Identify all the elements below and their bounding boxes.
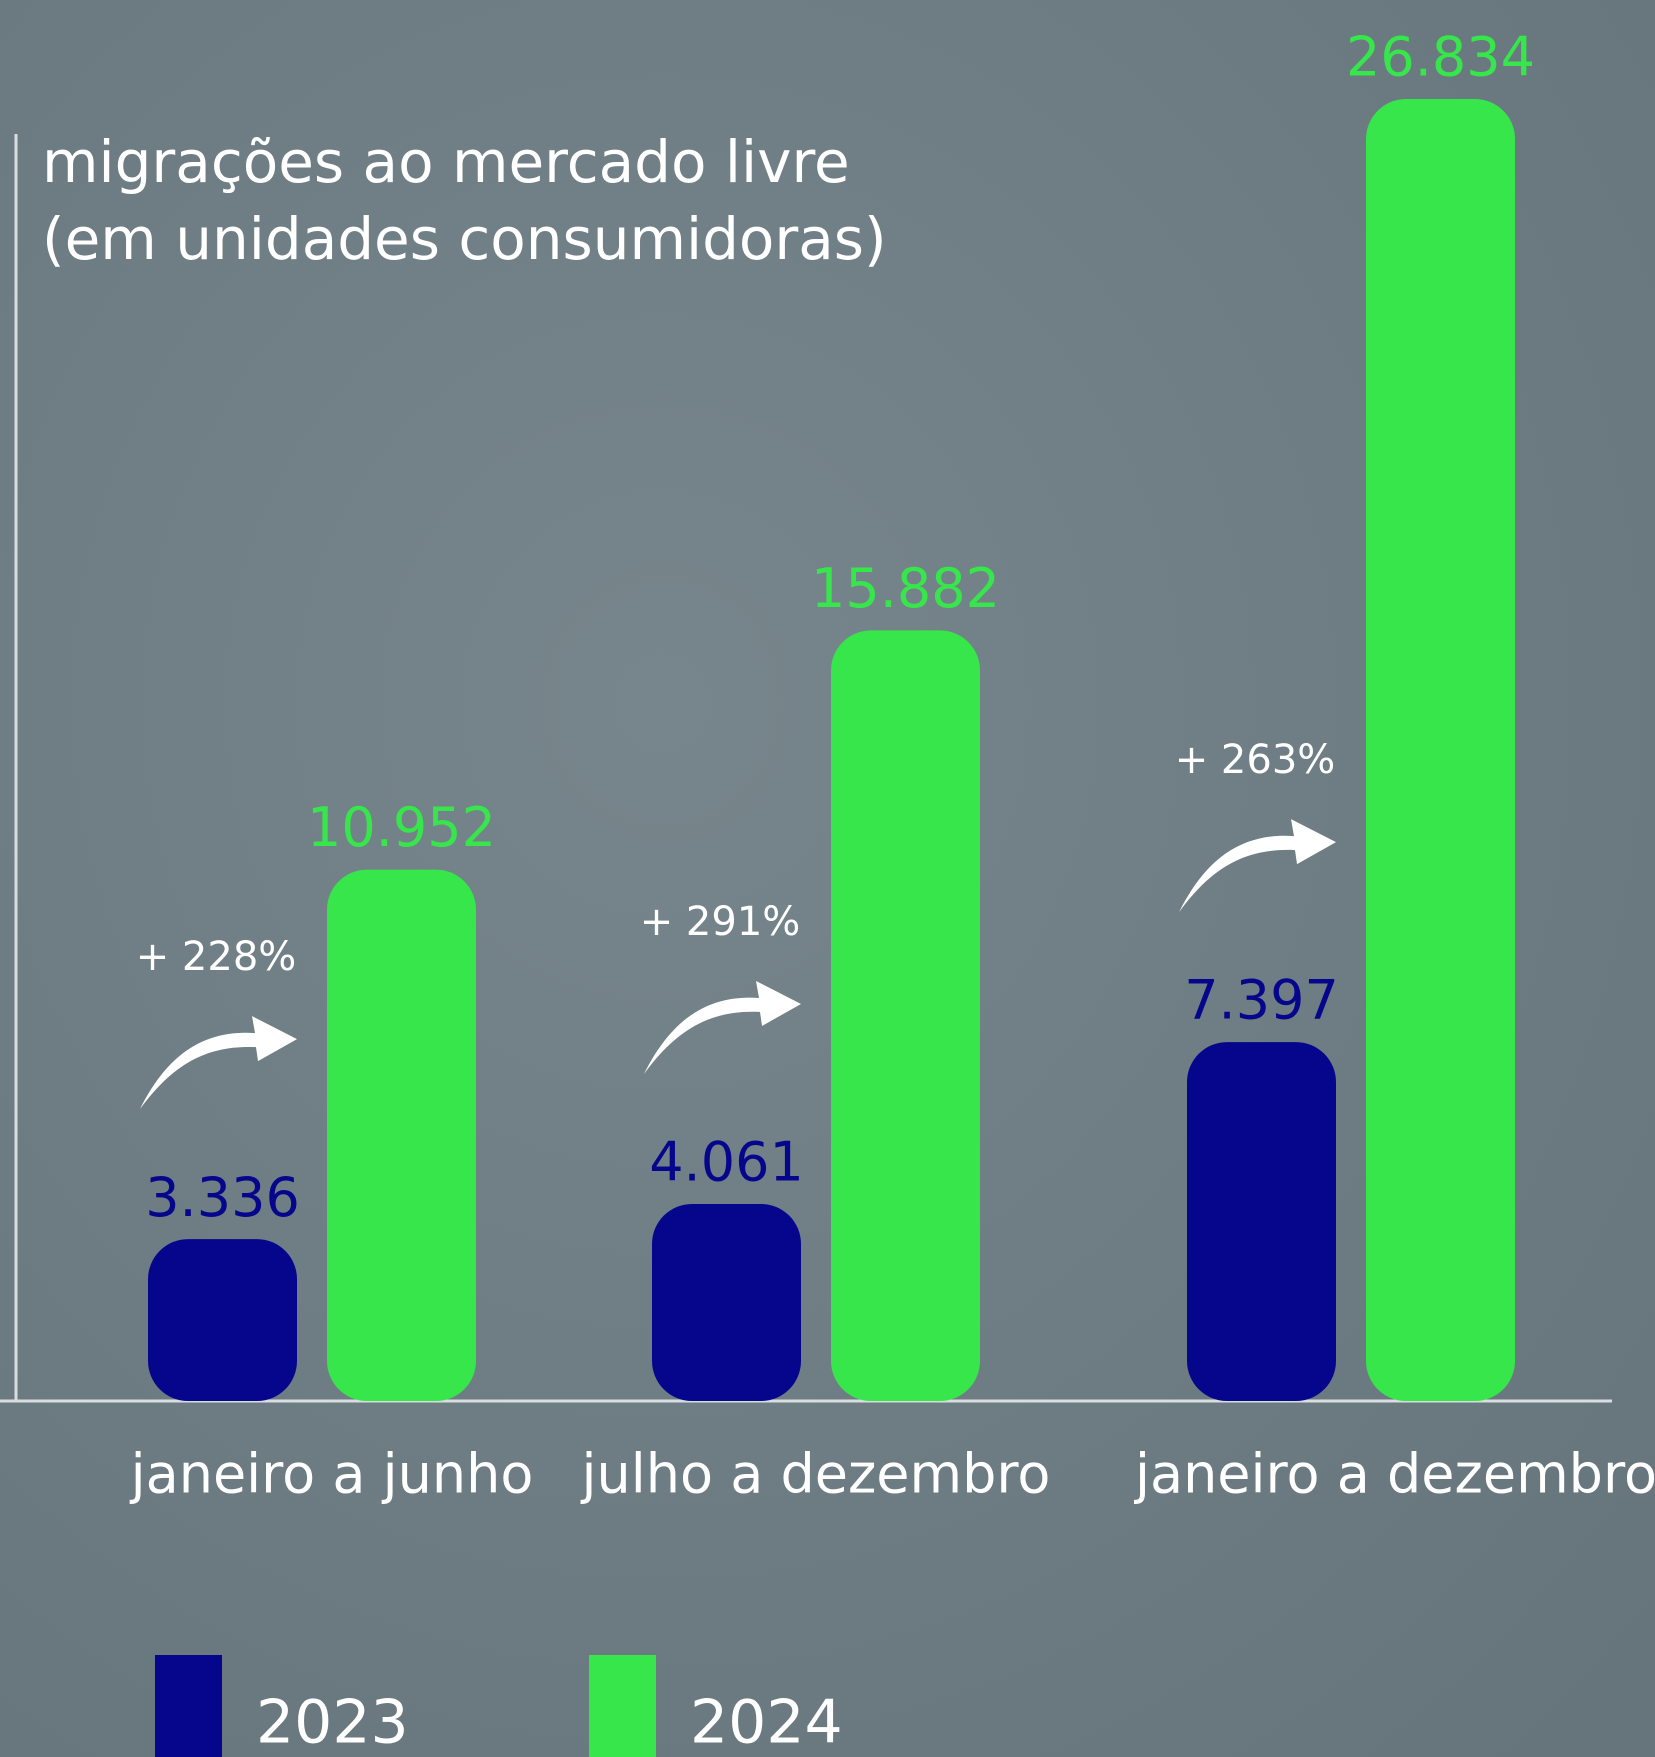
value-label: 4.061 xyxy=(649,1131,804,1194)
legend-label: 2023 xyxy=(256,1688,409,1757)
bar xyxy=(327,870,476,1401)
legend-swatch xyxy=(155,1655,222,1757)
value-label: 26.834 xyxy=(1346,26,1535,89)
annotation: + 291% xyxy=(640,899,801,945)
bar xyxy=(148,1239,297,1401)
chart-title: migrações ao mercado livre xyxy=(42,128,850,196)
bar xyxy=(831,630,980,1401)
chart: migrações ao mercado livre (em unidades … xyxy=(0,0,1655,1757)
page: migrações ao mercado livre (em unidades … xyxy=(0,0,1655,1757)
bar xyxy=(1187,1042,1336,1401)
x-tick-label: julho a dezembro xyxy=(581,1443,1051,1506)
x-tick-label: janeiro a dezembro xyxy=(1134,1443,1655,1506)
annotation: + 263% xyxy=(1175,737,1336,783)
value-label: 10.952 xyxy=(307,796,496,859)
value-label: 15.882 xyxy=(811,557,1000,620)
value-label: 3.336 xyxy=(145,1166,300,1229)
annotation: + 228% xyxy=(136,934,297,980)
legend-label: 2024 xyxy=(690,1688,843,1757)
x-tick-label: janeiro a junho xyxy=(130,1443,534,1506)
chart-title: (em unidades consumidoras) xyxy=(42,205,887,273)
bar xyxy=(652,1204,801,1401)
bar xyxy=(1366,99,1515,1401)
value-label: 7.397 xyxy=(1184,969,1339,1032)
legend-swatch xyxy=(589,1655,656,1757)
